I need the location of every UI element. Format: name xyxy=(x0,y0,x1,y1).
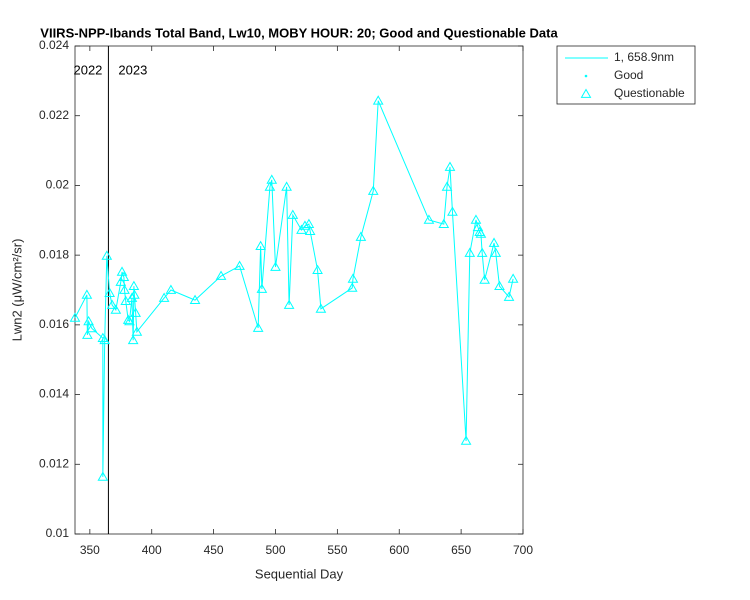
questionable-marker xyxy=(165,284,177,294)
questionable-marker xyxy=(115,276,127,286)
questionable-marker xyxy=(479,274,490,284)
questionable-marker xyxy=(367,185,379,195)
legend: 1, 658.9nm Good Questionable xyxy=(556,45,696,105)
y-tick-label: 0.012 xyxy=(39,456,69,470)
y-tick-label: 0.022 xyxy=(39,108,69,122)
x-axis-label: Sequential Day xyxy=(255,566,344,581)
legend-triangle xyxy=(580,88,592,98)
questionable-marker xyxy=(438,218,450,228)
questionable-marker xyxy=(346,282,358,292)
questionable-marker xyxy=(86,322,98,333)
questionable-marker xyxy=(494,280,505,291)
questionable-marker xyxy=(372,95,384,105)
legend-dot xyxy=(584,74,588,78)
questionable-marker xyxy=(110,304,122,314)
y-tick-label: 0.018 xyxy=(39,247,69,261)
questionable-marker xyxy=(118,271,130,281)
year-label: 2022 xyxy=(73,62,102,77)
questionable-marker xyxy=(347,273,359,283)
x-tick-label: 700 xyxy=(513,543,533,557)
questionable-marker xyxy=(287,209,299,219)
x-tick-label: 600 xyxy=(389,543,409,557)
questionable-marker xyxy=(283,299,295,309)
questionable-marker xyxy=(490,247,502,257)
questionable-marker xyxy=(476,247,488,257)
questionable-marker xyxy=(507,273,519,283)
questionable-marker xyxy=(266,174,278,184)
questionable-marker xyxy=(97,332,109,342)
legend-label: Questionable xyxy=(614,86,685,100)
questionable-marker xyxy=(131,326,143,336)
x-tick-label: 500 xyxy=(265,543,285,557)
questionable-marker xyxy=(158,292,170,302)
questionable-marker xyxy=(99,334,111,345)
y-tick-label: 0.016 xyxy=(39,317,69,331)
y-tick-label: 0.01 xyxy=(46,526,70,540)
y-axis-label: Lwn2 (μW/cm²/sr) xyxy=(9,239,24,342)
questionable-marker xyxy=(299,220,311,230)
questionable-marker xyxy=(315,303,327,313)
questionable-marker xyxy=(215,270,227,280)
questionable-marker xyxy=(270,261,281,271)
questionable-marker xyxy=(119,284,130,294)
questionable-marker xyxy=(447,206,458,216)
questionable-marker xyxy=(503,291,515,301)
questionable-marker xyxy=(303,218,315,228)
questionable-marker xyxy=(82,329,93,339)
questionable-marker xyxy=(488,237,500,247)
x-tick-label: 450 xyxy=(204,543,224,557)
questionable-marker xyxy=(126,292,138,302)
questionable-marker xyxy=(101,250,113,260)
chart-title: VIIRS-NPP-Ibands Total Band, Lw10, MOBY … xyxy=(40,25,558,40)
questionable-marker xyxy=(264,181,276,191)
x-tick-label: 650 xyxy=(451,543,471,557)
questionable-marker xyxy=(127,334,139,345)
questionable-marker xyxy=(252,322,264,332)
y-tick-label: 0.014 xyxy=(39,387,69,401)
year-label: 2023 xyxy=(118,62,147,77)
questionable-marker xyxy=(460,435,472,445)
x-tick-label: 550 xyxy=(327,543,347,557)
x-tick-label: 400 xyxy=(142,543,162,557)
questionable-marker xyxy=(104,287,116,298)
questionable-marker xyxy=(312,264,323,275)
questionable-marker xyxy=(423,214,435,224)
questionable-marker xyxy=(69,312,81,322)
questionable-marker xyxy=(189,294,201,304)
questionable-marker xyxy=(355,231,367,241)
questionable-marker xyxy=(470,214,482,224)
legend-box xyxy=(556,45,696,105)
questionable-marker xyxy=(130,307,142,317)
questionable-marker xyxy=(464,247,476,257)
y-tick-label: 0.024 xyxy=(39,38,69,52)
questionable-marker xyxy=(124,315,135,326)
questionable-marker xyxy=(97,471,109,481)
plot-area xyxy=(74,45,524,535)
questionable-marker xyxy=(475,228,487,238)
questionable-marker xyxy=(441,181,453,191)
questionable-marker xyxy=(129,289,140,299)
questionable-marker xyxy=(304,225,316,235)
questionable-marker xyxy=(444,161,456,171)
questionable-marker xyxy=(106,299,118,309)
legend-label: 1, 658.9nm xyxy=(614,50,674,64)
questionable-marker xyxy=(81,289,93,299)
x-tick-label: 350 xyxy=(80,543,100,557)
y-tick-label: 0.02 xyxy=(46,178,70,192)
questionable-marker xyxy=(281,181,292,191)
questionable-marker xyxy=(234,260,245,270)
questionable-marker xyxy=(128,280,140,291)
legend-label: Good xyxy=(614,68,643,82)
questionable-marker xyxy=(255,240,266,250)
questionable-marker xyxy=(256,283,268,293)
questionable-marker xyxy=(83,315,94,326)
